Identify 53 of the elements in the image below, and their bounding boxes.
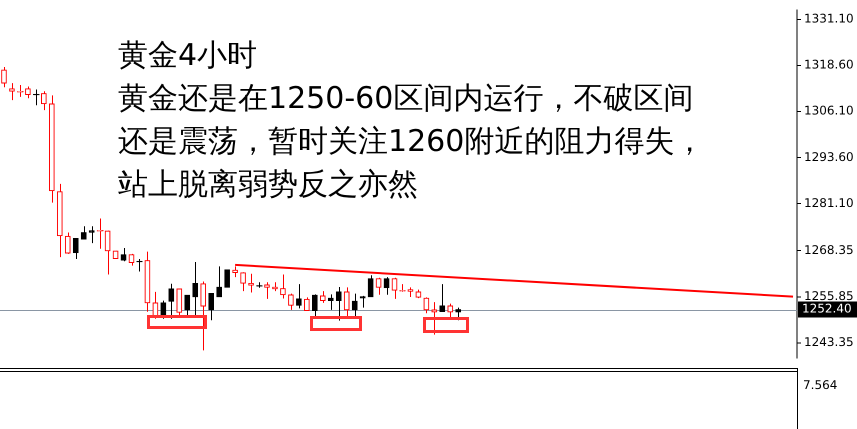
candlestick — [424, 296, 430, 314]
candlestick — [312, 294, 318, 318]
candlestick — [88, 226, 94, 244]
candlestick — [376, 277, 382, 296]
candlestick — [216, 266, 222, 298]
text: 黄金4小时 — [118, 37, 258, 75]
candlestick — [336, 286, 342, 322]
candlestick — [200, 281, 206, 351]
candlestick — [320, 290, 326, 304]
y-tick-label: 1306.10 — [804, 104, 854, 118]
candlestick — [41, 90, 47, 111]
candlestick — [224, 269, 230, 288]
y-tick-label: 1331.10 — [804, 12, 854, 26]
y-tick-label: 1255.85 — [804, 288, 854, 303]
text: 7.564 — [803, 378, 838, 392]
candlestick — [184, 294, 190, 316]
candlestick — [64, 232, 71, 254]
annotation: 还是震荡，暂时关注1260附近的阻力得失， — [118, 123, 704, 161]
candlestick — [296, 284, 302, 309]
candlestick — [408, 286, 414, 298]
candlestick — [240, 272, 246, 292]
candlestick — [33, 88, 40, 106]
candlestick — [440, 284, 446, 312]
y-tick-label: 1318.60 — [804, 58, 854, 72]
ref-line-label: 1252.40 — [802, 302, 852, 316]
candlestick — [25, 86, 31, 99]
candlestick — [104, 230, 110, 275]
candlestick — [368, 274, 374, 298]
candlestick — [288, 293, 294, 310]
candlestick — [280, 274, 286, 299]
candlestick — [176, 288, 182, 316]
candlestick — [1, 66, 7, 88]
annotation: 黄金还是在1250-60区间内运行，不破区间 — [118, 80, 694, 118]
y-tick-label: 1243.35 — [804, 334, 854, 349]
annotation: 站上脱离弱势反之亦然 — [118, 166, 419, 204]
candlestick — [384, 276, 390, 296]
candlestick — [344, 286, 350, 318]
candlestick — [152, 291, 158, 320]
candlestick — [168, 283, 174, 320]
candlestick — [120, 247, 126, 262]
candlestick — [432, 302, 438, 336]
candlestick — [160, 300, 166, 320]
candlestick — [192, 261, 198, 316]
y-tick-label: 1293.60 — [804, 150, 854, 164]
y-tick-label: 1281.10 — [804, 196, 854, 210]
y-tick-label: 1268.35 — [804, 242, 854, 257]
candlestick — [72, 238, 79, 260]
candlestick — [208, 292, 214, 321]
candlestick — [392, 277, 398, 300]
candlestick — [128, 253, 134, 266]
candlestick — [352, 293, 358, 318]
candlestick — [447, 303, 454, 318]
candlestick — [304, 296, 310, 312]
